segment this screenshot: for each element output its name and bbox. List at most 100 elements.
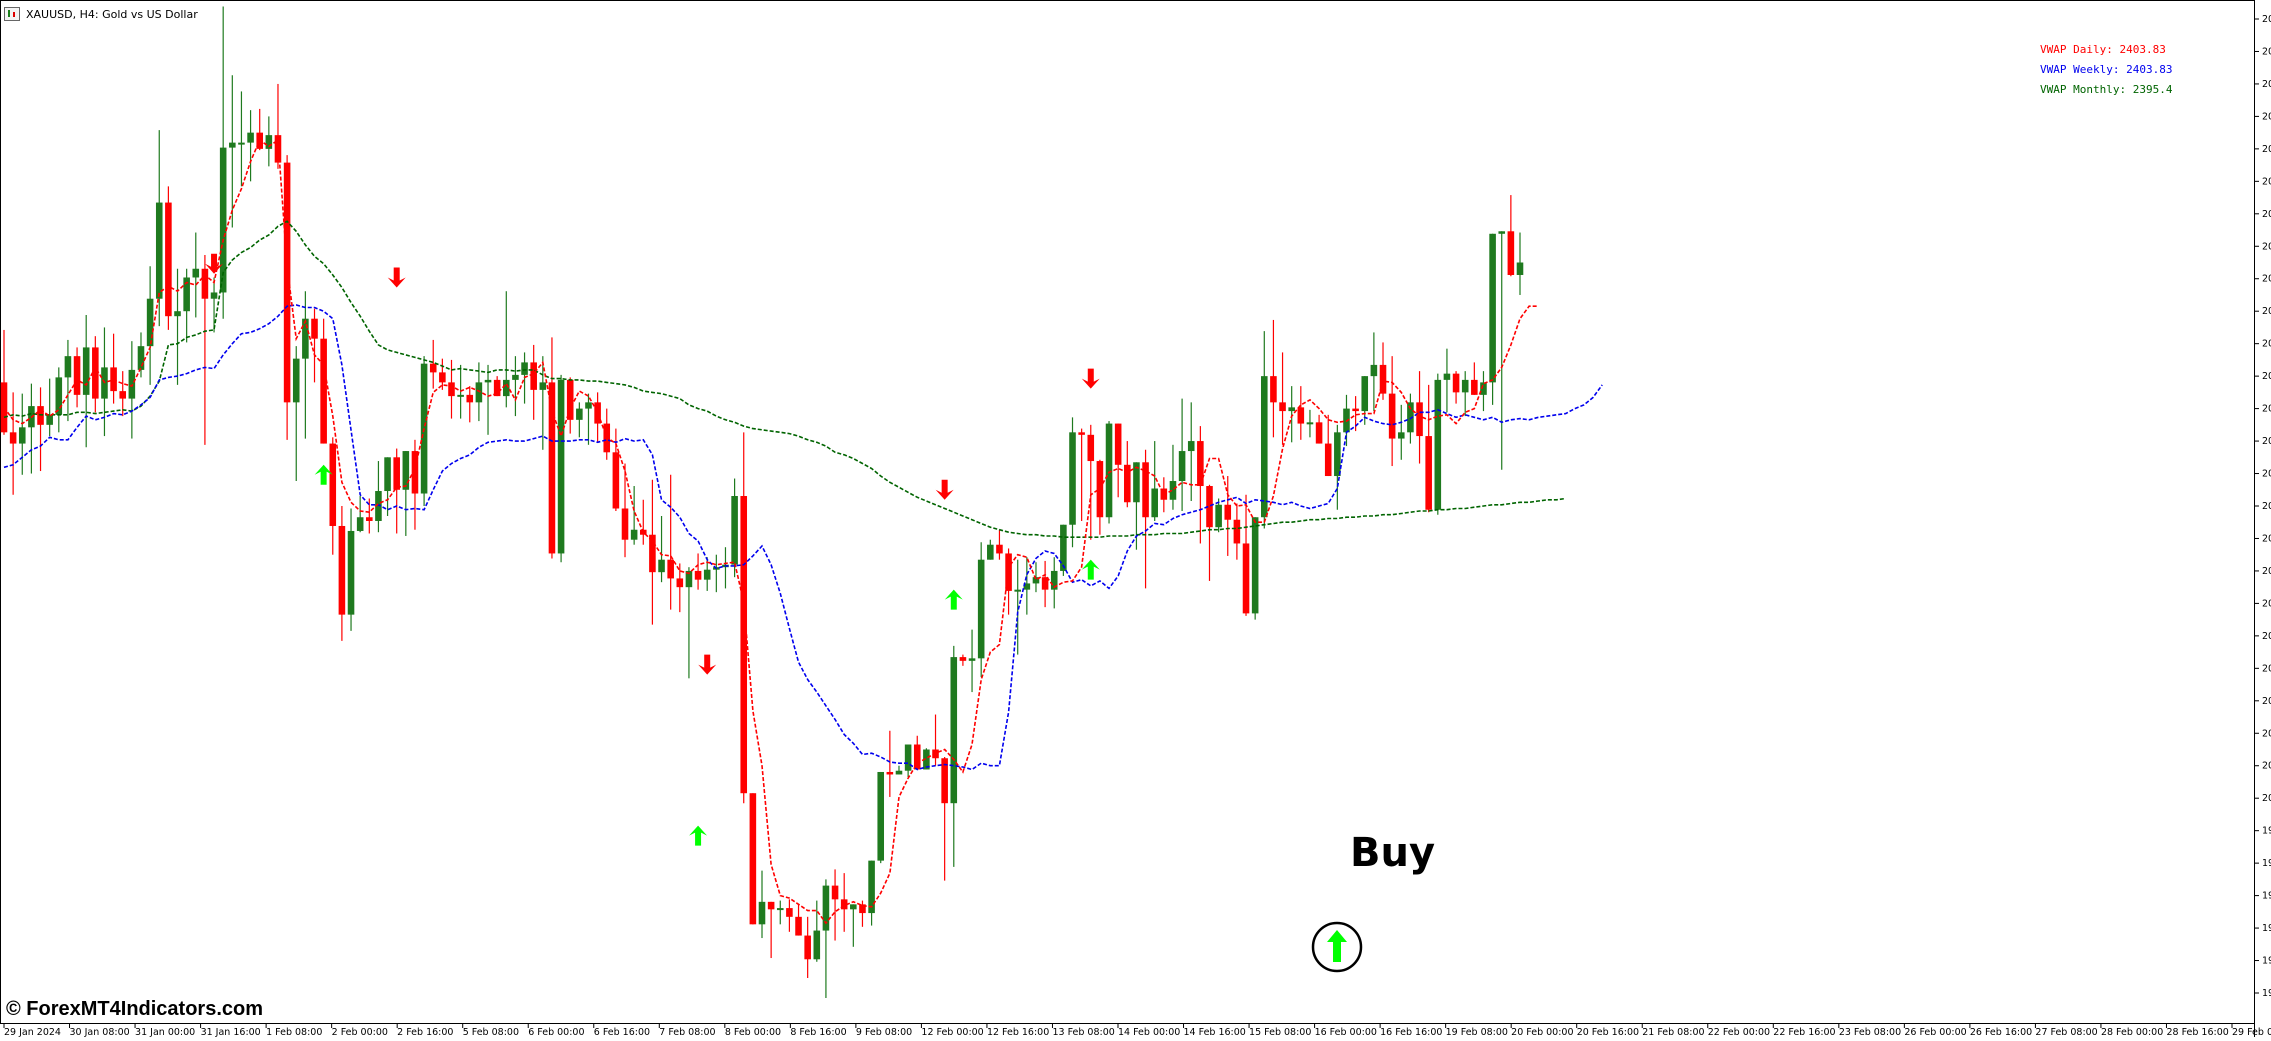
time-tick-label: 2 Feb 00:00 [332, 1027, 388, 1037]
candle-body [1352, 408, 1359, 412]
buy-arrow-icon [689, 825, 708, 846]
buy-annotation: Buy [1350, 830, 1436, 876]
price-tick-label: 2001.90 [2262, 793, 2271, 804]
price-tick-label: 2056.50 [2262, 111, 2271, 122]
candle-body [1507, 231, 1515, 275]
candle-body [804, 935, 811, 960]
price-tick-label: 2043.50 [2262, 274, 2271, 285]
price-tick-label: 1994.10 [2262, 891, 2271, 902]
sell-arrow-icon [1081, 368, 1100, 389]
buy-up-arrow-icon [1327, 930, 1347, 962]
candle-body [329, 443, 337, 526]
time-tick-label: 20 Feb 00:00 [1511, 1027, 1573, 1037]
candle-body [913, 744, 921, 770]
candle-body [941, 758, 948, 804]
candle-body [1050, 570, 1058, 590]
candle-body [356, 517, 364, 531]
candle-body [347, 530, 355, 615]
time-tick-label: 28 Feb 16:00 [2166, 1027, 2228, 1037]
candle-body [1114, 423, 1122, 465]
candle-body [320, 338, 327, 444]
candle-body [1288, 407, 1295, 412]
candle-body [183, 277, 190, 312]
price-tick-label: 2059.10 [2262, 79, 2271, 90]
price-tick-label: 2017.50 [2262, 598, 2271, 609]
candle-body [1206, 486, 1213, 528]
price-tick-label: 2020.10 [2262, 566, 2271, 577]
candle-body [831, 885, 839, 900]
price-tick-label: 1999.30 [2262, 826, 2271, 837]
candle-body [539, 382, 547, 390]
candle-body [1124, 464, 1131, 503]
candle-body [1397, 432, 1405, 439]
candle-body [959, 657, 967, 661]
candle-body [877, 771, 885, 861]
sell-arrow-icon [205, 253, 224, 274]
candle-body [338, 525, 346, 615]
candle-body [1261, 376, 1268, 518]
candle-body [1379, 364, 1387, 394]
candle-body [1187, 441, 1195, 452]
price-tick-label: 2009.70 [2262, 696, 2271, 707]
candle-body [566, 379, 574, 420]
candle-body [904, 744, 912, 771]
time-tick-label: 22 Feb 00:00 [1708, 1027, 1770, 1037]
candle-body [630, 529, 638, 540]
candle-body [201, 268, 209, 299]
time-tick-label: 8 Feb 00:00 [725, 1027, 781, 1037]
candle-body [384, 457, 391, 492]
candle-body [192, 268, 200, 278]
candle-body [1069, 432, 1076, 525]
candle-body [676, 578, 684, 588]
vwap-weekly-line [3, 304, 1603, 771]
candle-body [868, 860, 875, 914]
candle-body [0, 382, 8, 433]
candle-body [283, 162, 291, 403]
price-tick-label: 2048.70 [2262, 209, 2271, 220]
candle-body [210, 292, 218, 299]
candle-body [1480, 382, 1487, 395]
candle-body [859, 904, 866, 914]
candle-body [146, 298, 154, 347]
price-tick-label: 2040.90 [2262, 306, 2271, 317]
candle-body [996, 544, 1003, 554]
candle-body [165, 202, 172, 317]
candle-body [548, 382, 556, 554]
candle-body [9, 432, 17, 444]
time-tick-label: 22 Feb 16:00 [1773, 1027, 1835, 1037]
candle-body [621, 508, 629, 540]
candle-body [512, 374, 519, 380]
candle-body [439, 372, 446, 383]
time-tick-label: 6 Feb 00:00 [528, 1027, 584, 1037]
candle-body [1297, 407, 1305, 424]
candle-body [767, 901, 775, 910]
candle-body [731, 496, 738, 565]
candle-body [585, 402, 592, 409]
chart-window-icon [4, 7, 20, 21]
time-tick-label: 6 Feb 16:00 [594, 1027, 650, 1037]
candle-body [137, 346, 145, 370]
candle-body [1215, 504, 1222, 528]
candle-body [1489, 233, 1496, 383]
candle-body [1032, 577, 1040, 584]
time-tick-label: 26 Feb 16:00 [1970, 1027, 2032, 1037]
price-tick-label: 2014.90 [2262, 631, 2271, 642]
candle-body [703, 569, 711, 580]
chart-title-bar: XAUUSD, H4: Gold vs US Dollar [4, 4, 198, 24]
buy-circle [1311, 921, 1363, 973]
candle-body [292, 358, 300, 403]
candle-body [219, 147, 227, 293]
time-tick-label: 30 Jan 08:00 [70, 1027, 130, 1037]
candle-body [484, 379, 492, 383]
time-tick-label: 26 Feb 00:00 [1904, 1027, 1966, 1037]
candle-body [466, 394, 474, 403]
candle-body [46, 414, 53, 425]
price-tick-label: 2030.50 [2262, 436, 2271, 447]
price-tick-label: 2053.90 [2262, 144, 2271, 155]
signal-arrows-layer [205, 253, 1100, 846]
candle-body [1370, 364, 1378, 377]
candle-body [1315, 422, 1323, 444]
candle-body [1087, 434, 1095, 462]
